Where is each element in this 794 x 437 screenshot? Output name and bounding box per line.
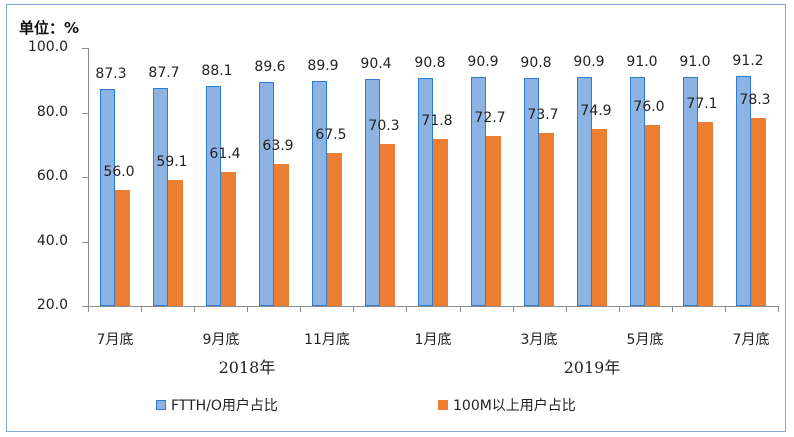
data-label-ftth: 90.9 <box>467 54 499 70</box>
bar-ftth <box>736 76 751 306</box>
bar-100m <box>380 144 395 306</box>
x-tick-mark <box>247 306 248 312</box>
y-tick-label: 20.0 <box>36 297 68 313</box>
data-label-100m: 72.7 <box>474 110 506 126</box>
x-tick-label: 7月底 <box>732 332 770 348</box>
bar-100m <box>539 133 554 306</box>
data-label-ftth: 90.4 <box>360 56 392 72</box>
x-tick-mark <box>725 306 726 312</box>
y-tick-mark <box>82 306 88 307</box>
data-label-100m: 70.3 <box>368 118 400 134</box>
bar-ftth <box>206 86 221 306</box>
bar-ftth <box>259 82 274 306</box>
y-tick-label: 100.0 <box>27 39 68 55</box>
bar-100m <box>221 172 236 306</box>
data-label-100m: 59.1 <box>156 154 188 170</box>
y-tick-mark <box>82 241 88 243</box>
legend-item-ftth: FTTH/O用户占比 <box>156 395 278 415</box>
bar-ftth <box>365 79 380 306</box>
x-axis <box>88 306 778 307</box>
bar-100m <box>115 190 130 306</box>
bar-100m <box>486 136 501 306</box>
data-label-100m: 71.8 <box>421 113 453 129</box>
x-tick-label: 1月底 <box>414 332 452 348</box>
x-tick-label: 9月底 <box>202 332 240 348</box>
bar-100m <box>592 129 607 306</box>
x-tick-label: 5月底 <box>626 332 664 348</box>
data-label-ftth: 91.2 <box>732 53 764 69</box>
legend-label-ftth: FTTH/O用户占比 <box>171 398 278 414</box>
legend-item-100m: 100M以上用户占比 <box>438 395 576 415</box>
bar-ftth <box>683 77 698 306</box>
y-tick-mark <box>82 112 88 114</box>
y-tick-label: 40.0 <box>36 232 68 249</box>
x-tick-label: 3月底 <box>520 332 558 348</box>
bar-ftth <box>577 77 592 306</box>
data-label-ftth: 90.8 <box>520 55 552 71</box>
bar-ftth <box>524 78 539 306</box>
bar-100m <box>168 180 183 306</box>
x-tick-mark <box>460 306 461 312</box>
bar-100m <box>698 122 713 306</box>
data-label-ftth: 90.8 <box>414 55 446 71</box>
data-label-ftth: 91.0 <box>679 54 711 70</box>
bar-100m <box>327 153 342 306</box>
x-tick-mark <box>513 306 514 312</box>
data-label-100m: 61.4 <box>209 146 241 162</box>
x-tick-mark <box>619 306 620 312</box>
x-tick-mark <box>778 306 779 312</box>
legend-swatch-ftth <box>156 400 166 410</box>
x-tick-mark <box>353 306 354 312</box>
data-label-100m: 73.7 <box>527 107 559 123</box>
bar-ftth <box>630 77 645 306</box>
bar-100m <box>751 118 766 306</box>
x-tick-label: 11月底 <box>304 332 350 348</box>
y-tick-label: 60.0 <box>36 168 68 184</box>
legend-swatch-100m <box>438 400 448 410</box>
y-axis <box>88 48 89 307</box>
data-label-ftth: 89.9 <box>307 58 339 74</box>
x-tick-mark <box>88 306 89 312</box>
data-label-ftth: 88.1 <box>201 63 233 79</box>
bar-ftth <box>312 81 327 306</box>
x-tick-mark <box>300 306 301 312</box>
x-tick-label: 7月底 <box>96 332 134 348</box>
data-label-100m: 77.1 <box>686 96 718 112</box>
data-label-100m: 76.0 <box>633 99 665 115</box>
data-label-ftth: 91.0 <box>626 54 658 70</box>
bar-100m <box>433 139 448 306</box>
data-label-ftth: 87.3 <box>95 66 127 82</box>
unit-label: 单位：% <box>19 19 80 37</box>
bar-ftth <box>153 88 168 306</box>
x-tick-mark <box>672 306 673 312</box>
year-label: 2019年 <box>563 358 621 377</box>
bar-ftth <box>418 78 433 306</box>
bar-ftth <box>100 89 115 306</box>
y-tick-label: 80.0 <box>36 103 68 120</box>
bar-100m <box>645 125 660 306</box>
data-label-100m: 67.5 <box>315 127 347 143</box>
x-tick-mark <box>141 306 142 312</box>
data-label-ftth: 89.6 <box>254 59 286 75</box>
y-tick-mark <box>82 177 88 178</box>
bar-ftth <box>471 77 486 306</box>
x-tick-mark <box>566 306 567 312</box>
x-tick-mark <box>406 306 407 312</box>
year-label: 2018年 <box>218 358 276 377</box>
data-label-100m: 74.9 <box>580 103 612 119</box>
x-tick-mark <box>194 306 195 312</box>
bar-100m <box>274 164 289 306</box>
data-label-ftth: 90.9 <box>573 54 605 70</box>
data-label-ftth: 87.7 <box>148 65 180 81</box>
legend-label-100m: 100M以上用户占比 <box>453 398 576 414</box>
data-label-100m: 63.9 <box>262 138 294 154</box>
data-label-100m: 78.3 <box>739 92 771 108</box>
y-tick-mark <box>82 48 88 49</box>
data-label-100m: 56.0 <box>103 164 135 180</box>
